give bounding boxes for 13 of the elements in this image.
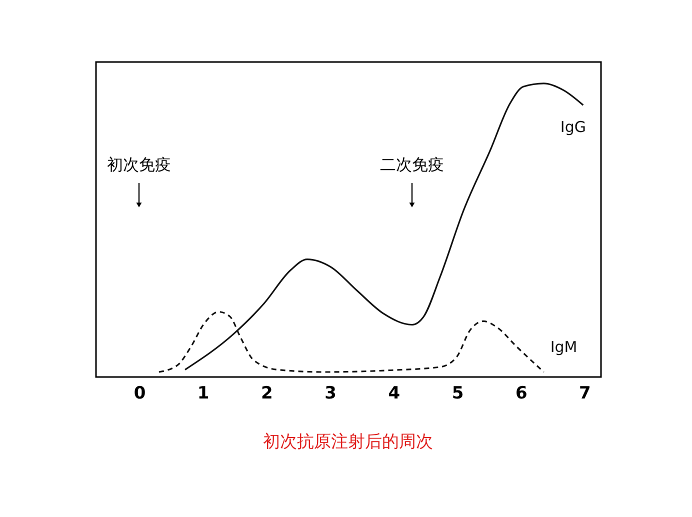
x-tick-label: 7 <box>579 384 591 404</box>
series-label: IgM <box>550 338 578 356</box>
x-tick-label: 6 <box>515 384 528 404</box>
annotation: 二次免疫 <box>380 155 444 174</box>
x-tick-label: 5 <box>452 384 464 404</box>
x-tick-label: 4 <box>388 384 400 404</box>
x-tick-label: 0 <box>134 384 146 404</box>
x-tick-label: 2 <box>261 384 273 404</box>
x-tick-label: 1 <box>197 384 210 404</box>
series-label: IgG <box>560 118 586 136</box>
annotation: 初次免疫 <box>107 155 171 174</box>
x-axis-title: 初次抗原注射后的周次 <box>263 432 433 452</box>
x-tick-label: 3 <box>324 384 336 404</box>
